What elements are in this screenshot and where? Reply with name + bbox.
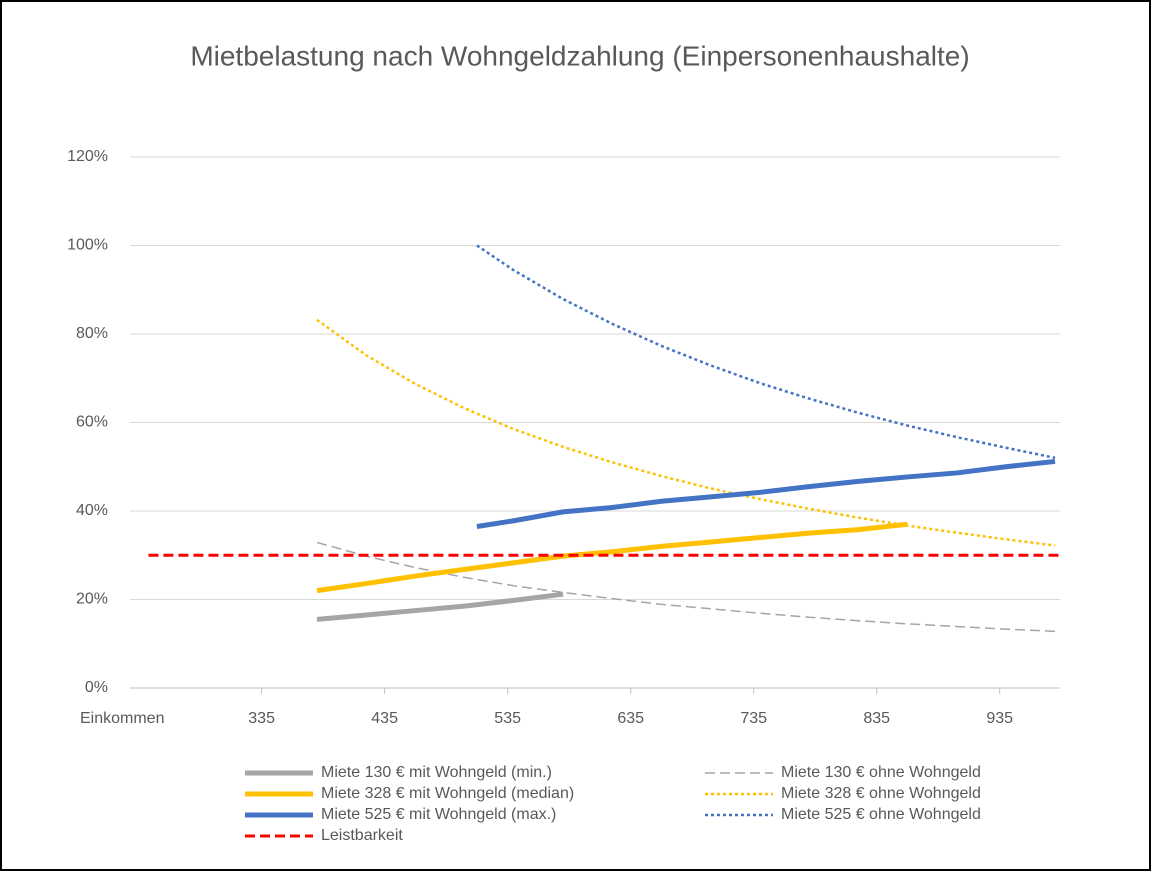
y-tick-label: 120%: [67, 148, 108, 165]
legend-label: Miete 328 € mit Wohngeld (median): [321, 785, 574, 802]
legend-label: Miete 130 € ohne Wohngeld: [781, 764, 981, 781]
legend-label: Miete 525 € ohne Wohngeld: [781, 806, 981, 823]
y-tick-label: 40%: [76, 502, 108, 519]
y-tick-label: 0%: [85, 679, 108, 696]
x-tick-label: 935: [986, 710, 1013, 727]
y-tick-label: 100%: [67, 237, 108, 254]
legend-label: Miete 130 € mit Wohngeld (min.): [321, 764, 552, 781]
legend-label: Miete 328 € ohne Wohngeld: [781, 785, 981, 802]
x-tick-label: 535: [494, 710, 521, 727]
y-tick-label: 20%: [76, 591, 108, 608]
legend-label: Miete 525 € mit Wohngeld (max.): [321, 806, 556, 823]
chart-title: Mietbelastung nach Wohngeldzahlung (Einp…: [190, 40, 969, 71]
series-line: [316, 318, 1056, 547]
x-axis-label: Einkommen: [80, 710, 164, 727]
x-tick-label: 635: [617, 710, 644, 727]
series-line: [316, 521, 908, 594]
x-tick-label: 435: [371, 710, 398, 727]
x-tick-label: 735: [740, 710, 767, 727]
legend-label: Leistbarkeit: [321, 827, 403, 844]
x-tick-label: 835: [863, 710, 890, 727]
x-tick-label: 335: [248, 710, 275, 727]
series-line: [316, 591, 564, 622]
y-tick-label: 80%: [76, 325, 108, 342]
y-tick-label: 60%: [76, 414, 108, 431]
series-line: [476, 458, 1056, 529]
